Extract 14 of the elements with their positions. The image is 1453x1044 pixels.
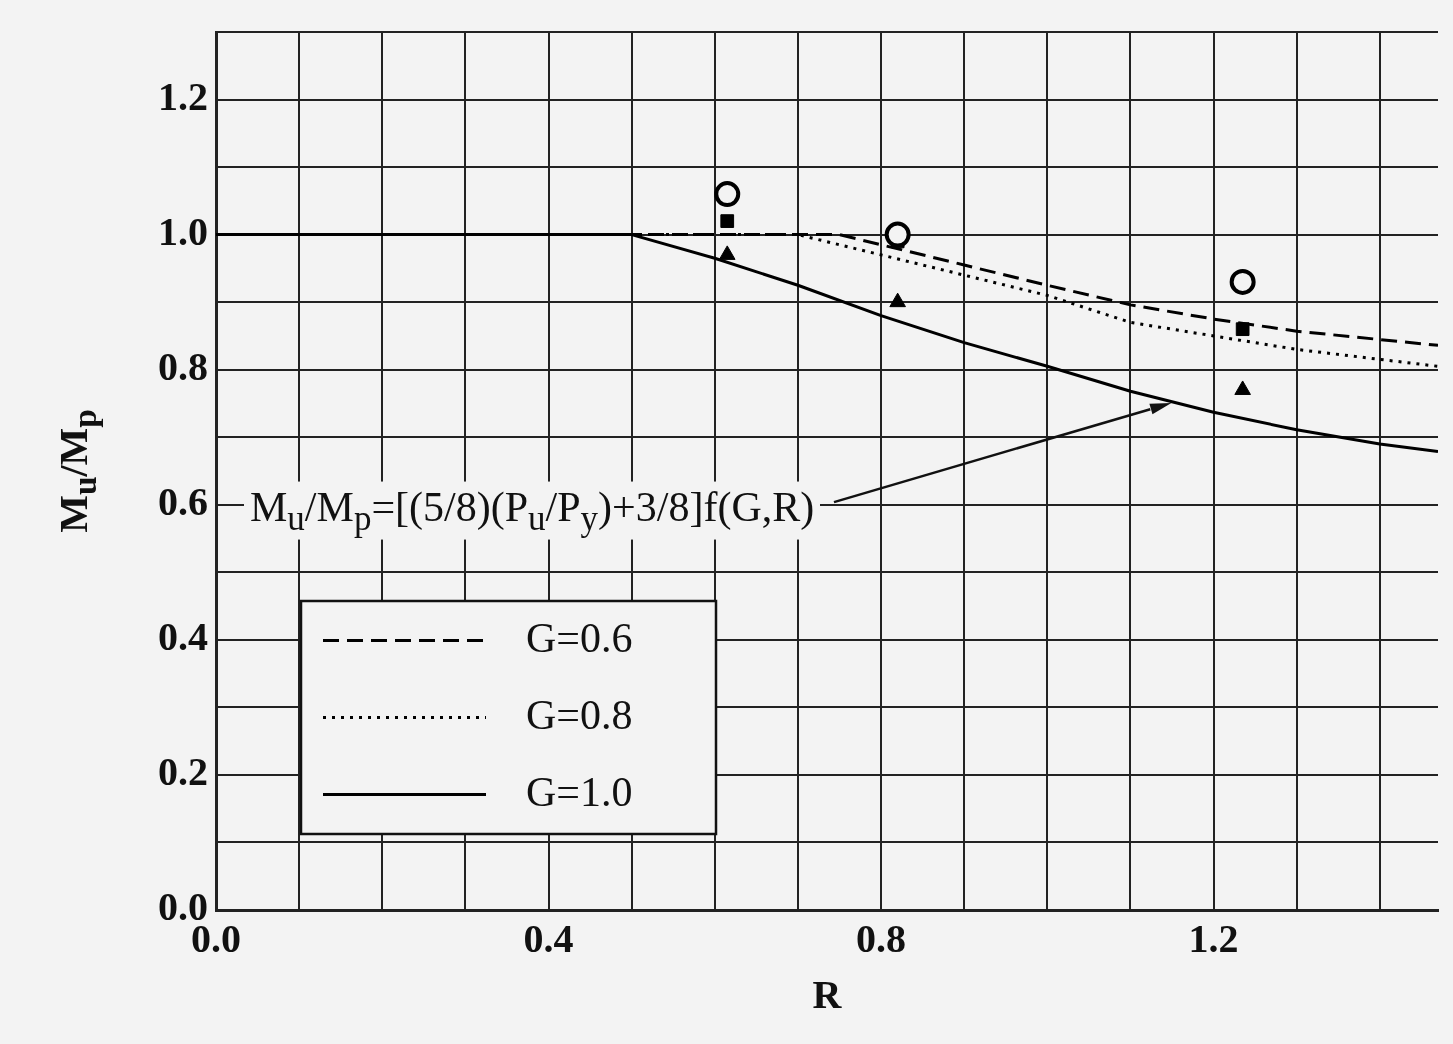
legend-label: G=0.6 bbox=[526, 614, 633, 661]
y-tick-label: 1.0 bbox=[158, 208, 208, 254]
x-axis-title: R bbox=[812, 972, 843, 1018]
y-tick-label: 0.8 bbox=[158, 344, 208, 390]
y-tick-label: 0.4 bbox=[158, 614, 208, 660]
y-tick-label: 0.2 bbox=[158, 749, 208, 795]
legend-label: G=1.0 bbox=[526, 768, 633, 815]
y-tick-label: 0.6 bbox=[158, 479, 208, 525]
x-tick-label: 1.2 bbox=[1188, 916, 1239, 962]
y-tick-label: 1.2 bbox=[158, 73, 208, 119]
x-tick-label: 0.8 bbox=[856, 916, 907, 962]
legend-label: G=0.8 bbox=[526, 691, 633, 738]
text: M$_{u}$/M$_{p}$=[(5/8)(P$_{u}$/P$_{y}$)+3/8]f(G,R) bbox=[250, 483, 815, 538]
x-tick-label: 0.4 bbox=[523, 916, 574, 962]
